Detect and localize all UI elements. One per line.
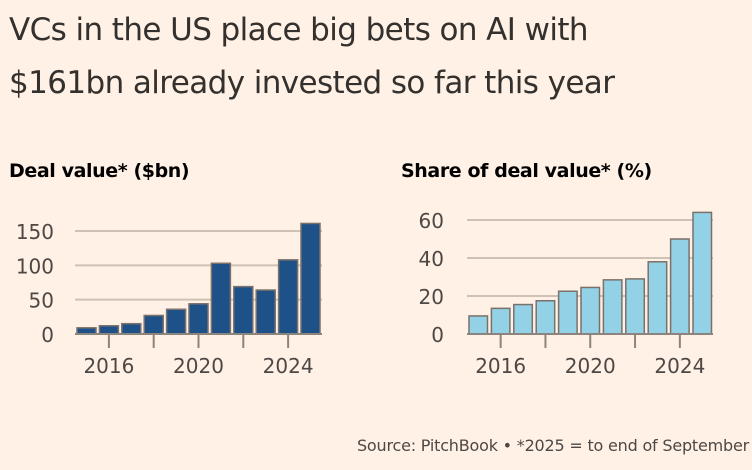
deal-value-bar-2016 bbox=[98, 325, 120, 335]
deal-value-bar-2018 bbox=[143, 314, 164, 335]
deal-value-bar-2022 bbox=[233, 285, 254, 335]
chart-title: VCs in the US place big bets on AI with … bbox=[9, 4, 749, 110]
deal-value-y-tick-label: 100 bbox=[16, 254, 54, 278]
share-bar-2018 bbox=[535, 300, 556, 335]
share-bar-2024 bbox=[669, 238, 690, 335]
share-x-tick-label: 2016 bbox=[475, 354, 526, 378]
deal-value-bar-2020 bbox=[188, 303, 209, 335]
share-y-tick-label: 40 bbox=[419, 247, 444, 271]
deal-value-x-tick-label: 2016 bbox=[83, 354, 134, 378]
right-chart-subtitle: Share of deal value* (%) bbox=[401, 160, 652, 182]
deal-value-y-tick-label: 50 bbox=[29, 289, 54, 313]
deal-value-y-tick-label: 150 bbox=[16, 220, 54, 244]
chart-title-line-1: VCs in the US place big bets on AI with bbox=[9, 12, 589, 48]
deal-value-bar-2025 bbox=[300, 222, 321, 335]
share-of-deal-value-chart: 0 20 40 60 2016 2020 2024 bbox=[419, 209, 713, 378]
deal-value-x-tick-label: 2024 bbox=[263, 354, 314, 378]
share-bar-2016 bbox=[490, 307, 511, 335]
share-x-tick-label: 2024 bbox=[654, 354, 705, 378]
share-x-tick-label: 2020 bbox=[565, 354, 616, 378]
deal-value-bar-2017 bbox=[121, 322, 142, 335]
left-chart-subtitle: Deal value* ($bn) bbox=[9, 160, 190, 182]
share-bar-2020 bbox=[580, 286, 601, 335]
share-y-tick-label: 20 bbox=[419, 285, 444, 309]
share-bar-2019 bbox=[557, 290, 578, 335]
deal-value-bar-2024 bbox=[277, 259, 299, 335]
deal-value-y-tick-label: 0 bbox=[41, 323, 54, 347]
deal-value-x-tick-label: 2020 bbox=[173, 354, 224, 378]
chart-title-line-2: $161bn already invested so far this year bbox=[9, 65, 615, 101]
deal-value-bar-2019 bbox=[165, 308, 187, 335]
share-bar-2022 bbox=[625, 278, 646, 335]
deal-value-chart: 0 50 100 150 2016 2020 2024 bbox=[16, 220, 322, 378]
deal-value-bar-2023 bbox=[255, 289, 276, 335]
share-bar-2021 bbox=[602, 279, 623, 335]
share-y-tick-label: 60 bbox=[419, 209, 444, 233]
share-bar-2015 bbox=[468, 315, 489, 335]
share-bar-2023 bbox=[647, 261, 668, 335]
share-y-tick-label: 0 bbox=[431, 323, 444, 347]
share-bar-2017 bbox=[513, 303, 534, 335]
source-note: Source: PitchBook • *2025 = to end of Se… bbox=[356, 436, 749, 455]
share-bar-2025 bbox=[692, 211, 713, 335]
deal-value-bar-2021 bbox=[210, 262, 232, 335]
